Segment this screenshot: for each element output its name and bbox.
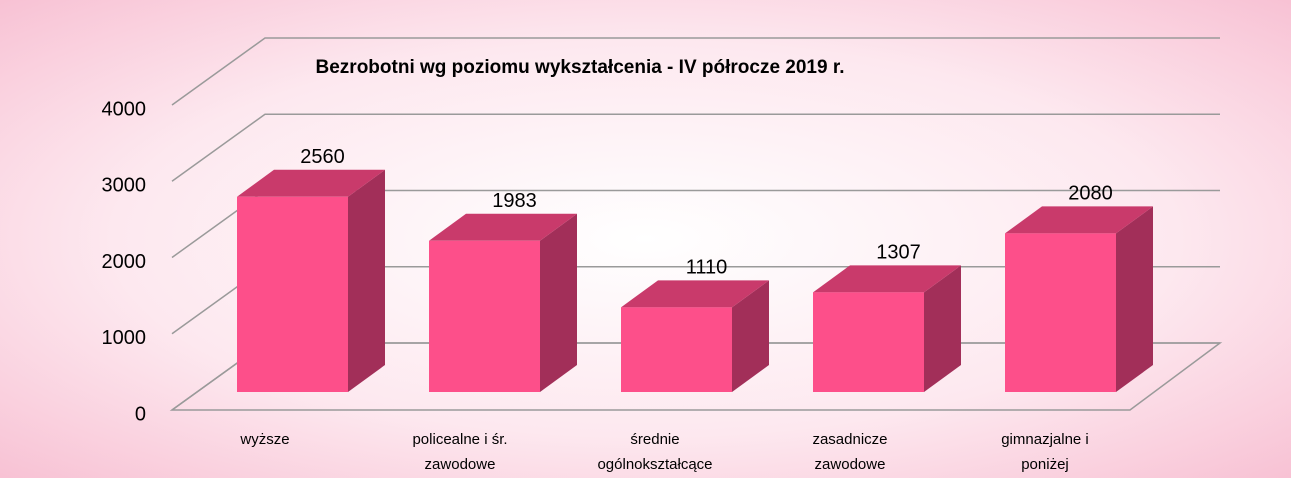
- y-tick-label: 2000: [102, 251, 147, 273]
- value-label: 1110: [686, 257, 728, 279]
- value-label: 1983: [492, 190, 537, 212]
- bar-side: [348, 169, 385, 392]
- bar-front: [429, 240, 540, 392]
- bar-side: [1116, 206, 1153, 392]
- x-tick-label: zasadnicze: [812, 431, 887, 448]
- grid-line: [171, 113, 1220, 182]
- value-label: 2080: [1068, 183, 1113, 205]
- bar: [621, 280, 769, 392]
- bar: [1005, 206, 1153, 392]
- chart-title: Bezrobotni wg poziomu wykształcenia - IV…: [316, 57, 845, 78]
- bar-side: [924, 265, 961, 392]
- bar-top: [621, 280, 769, 308]
- grid-line: [171, 37, 1220, 106]
- bar: [813, 265, 961, 392]
- x-tick-label: wyższe: [239, 431, 289, 448]
- y-tick-label: 4000: [102, 98, 147, 120]
- bar-front: [813, 292, 924, 392]
- value-label: 2560: [300, 146, 345, 168]
- x-tick-label: zawodowe: [815, 456, 886, 473]
- bar-top: [1005, 206, 1153, 234]
- x-tick-label: poniżej: [1021, 456, 1069, 473]
- bar-top: [429, 213, 577, 241]
- x-tick-label: ogólnokształcące: [597, 456, 712, 473]
- bar: [237, 169, 385, 392]
- bar-front: [237, 196, 348, 392]
- x-tick-label: gimnazjalne i: [1001, 431, 1089, 448]
- x-tick-label: policealne i śr.: [412, 431, 507, 448]
- bar-side: [540, 213, 577, 392]
- x-tick-label: średnie: [630, 431, 679, 448]
- x-tick-label: zawodowe: [425, 456, 496, 473]
- bar-top: [813, 265, 961, 293]
- y-tick-label: 0: [135, 403, 146, 425]
- bar-front: [1005, 233, 1116, 392]
- bar-front: [621, 307, 732, 392]
- bar: [429, 213, 577, 392]
- bar-top: [237, 169, 385, 197]
- bar-side: [732, 280, 769, 392]
- y-tick-label: 1000: [102, 327, 147, 349]
- y-tick-label: 3000: [102, 175, 147, 197]
- value-label: 1307: [876, 242, 921, 264]
